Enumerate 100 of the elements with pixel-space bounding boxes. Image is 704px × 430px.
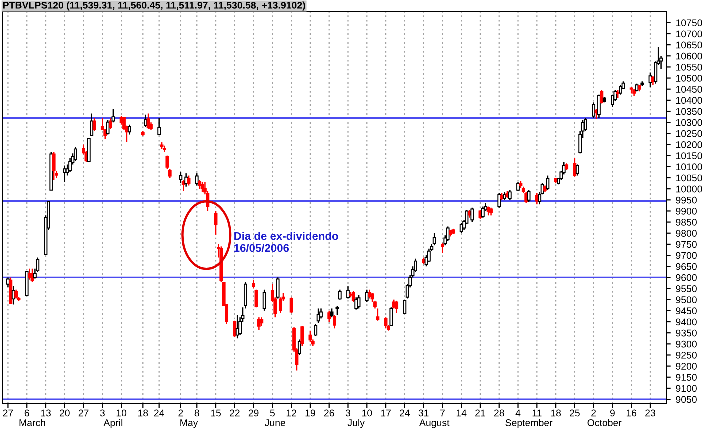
candlestick (446, 226, 450, 242)
x-tick-label: 17 (381, 410, 391, 417)
candlestick (300, 326, 304, 348)
candlestick (233, 320, 237, 338)
candlestick (346, 286, 350, 300)
x2-tick-label: September (506, 419, 553, 428)
x2-tick-label: August (419, 420, 450, 428)
candlestick (508, 190, 512, 201)
y-tick-label: 9050 (676, 396, 697, 404)
annotation: Dia de ex-dividendo 16/05/2006 (234, 232, 338, 252)
y-tick-label: 10100 (676, 164, 702, 171)
candlestick (9, 277, 13, 305)
y-tick-label: 9600 (676, 274, 697, 282)
x-tick-label: 3 (100, 410, 105, 417)
candlestick (441, 242, 444, 254)
x-tick-label: 21 (476, 410, 486, 417)
candlestick (352, 290, 356, 303)
candlestick (195, 172, 199, 186)
x-tick-label: 24 (154, 410, 164, 417)
x2-tick-label: July (348, 419, 365, 428)
x-tick-label: 8 (194, 410, 200, 417)
candlestick (158, 118, 162, 136)
y-tick-label: 9250 (676, 352, 697, 359)
x-tick-label: 27 (3, 410, 14, 417)
candlestick (214, 210, 218, 236)
y-tick-label: 10150 (676, 152, 702, 160)
x-tick-label: 18 (138, 410, 148, 417)
x-tick-label: 27 (78, 410, 89, 417)
x-tick-label: 15 (211, 410, 222, 417)
candlestick (262, 289, 266, 312)
candlestick (128, 124, 132, 136)
candlestick (481, 206, 485, 218)
y-tick-label: 9450 (676, 308, 697, 315)
candlestick (619, 84, 623, 96)
candlestick (276, 277, 280, 300)
x-tick-label: 10 (116, 410, 127, 417)
x-tick-label: 13 (41, 410, 51, 417)
candlestick (87, 137, 91, 164)
y-tick-label: 9100 (676, 385, 697, 392)
x-tick-label: 18 (551, 410, 562, 417)
candlestick (338, 289, 342, 300)
candlestick (576, 164, 580, 176)
y-tick-label: 10550 (676, 64, 702, 71)
candlestick (184, 172, 188, 188)
x-tick-label: 2 (592, 410, 596, 417)
candlestick (354, 297, 358, 310)
x2-tick-label: April (104, 419, 123, 428)
chart-title: PTBVLPS120 (11,539.31, 11,560.45, 11,511.97, 11,530.58, +13.9102) (3, 2, 306, 11)
x2-tick-label: June (264, 420, 286, 426)
candlestick (376, 308, 380, 322)
candlestick (600, 90, 604, 104)
x-tick-label: 11 (532, 410, 542, 417)
y-tick-label: 10450 (676, 86, 702, 93)
candlestick (92, 118, 96, 132)
y-tick-label: 10350 (676, 108, 702, 116)
y-tick-label: 9950 (676, 196, 697, 204)
candlestick (546, 175, 550, 191)
y-tick-label: 9900 (676, 208, 697, 215)
y-tick-label: 10750 (676, 20, 702, 27)
candlestick (109, 118, 112, 130)
candlestick (298, 339, 302, 356)
candlestick (314, 324, 318, 338)
y-tick-label: 9500 (676, 296, 697, 304)
candlestick (562, 162, 566, 176)
y-tick-label: 9550 (676, 286, 697, 292)
y-tick-label: 10700 (676, 30, 702, 38)
x-tick-label: 23 (646, 410, 656, 417)
x-tick-label: 10 (362, 410, 372, 417)
x-tick-label: 4 (516, 410, 521, 417)
y-tick-label: 10250 (676, 130, 702, 138)
candlestick (52, 152, 56, 181)
y-tick-label: 9300 (676, 340, 697, 348)
candlestick (90, 113, 94, 137)
y-tick-label: 10200 (676, 141, 702, 148)
x-tick-label: 7 (440, 410, 445, 417)
candlestick (279, 297, 282, 314)
y-tick-label: 9650 (676, 263, 697, 270)
x2-tick-label: May (180, 420, 198, 428)
y-tick-label: 9150 (676, 374, 697, 382)
x-tick-label: 24 (400, 410, 410, 417)
x-tick-label: 19 (306, 410, 316, 417)
candlestick (28, 268, 32, 281)
candlestick (328, 310, 332, 323)
candlestick (384, 316, 388, 330)
candlestick (200, 182, 204, 194)
y-tick-label: 10650 (676, 42, 702, 49)
candlestick (428, 248, 431, 263)
x-tick-label: 26 (324, 410, 334, 417)
x-tick-label: 31 (418, 410, 429, 417)
y-tick-label: 10600 (676, 52, 702, 60)
y-tick-label: 9400 (676, 318, 697, 326)
candlestick (357, 294, 361, 310)
candlestick (395, 300, 399, 314)
x-tick-label: 25 (570, 410, 580, 417)
y-tick-label: 10500 (676, 75, 702, 82)
x2-tick-label: March (20, 419, 46, 426)
candlestick (598, 94, 601, 119)
x-tick-label: 14 (456, 410, 467, 417)
x-tick-label: 29 (248, 410, 259, 417)
x-tick-label: 22 (230, 410, 240, 417)
